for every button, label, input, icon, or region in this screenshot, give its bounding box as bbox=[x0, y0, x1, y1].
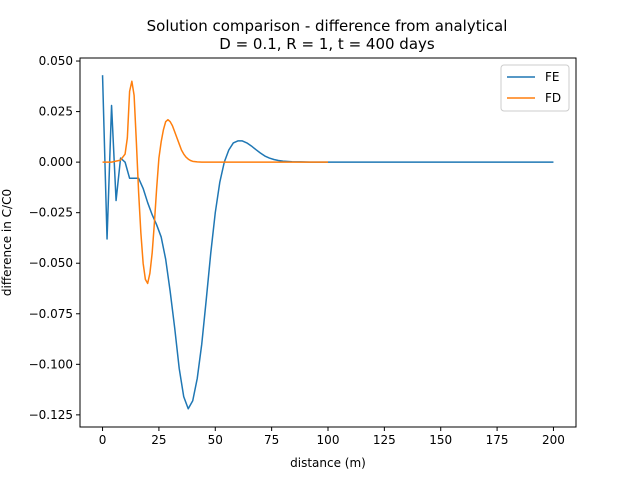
series-line-fe bbox=[101, 75, 554, 410]
title-line-1: Solution comparison - difference from an… bbox=[147, 17, 508, 35]
legend: FE FD bbox=[500, 64, 570, 112]
x-tick-label: 200 bbox=[542, 433, 565, 447]
x-tick-label: 75 bbox=[264, 433, 279, 447]
x-tick-label: 0 bbox=[99, 433, 107, 447]
legend-label: FE bbox=[545, 70, 559, 84]
chart-title: Solution comparison - difference from an… bbox=[147, 17, 508, 53]
y-tick-label: 0.025 bbox=[39, 105, 73, 119]
y-axis-label: difference in C/C0 bbox=[0, 189, 14, 296]
y-tick-label: −0.050 bbox=[29, 256, 73, 270]
axis-ticks: 0 25 50 75 100 125 150 175 200 0.050 0.025 0.000 −0.… bbox=[29, 54, 565, 447]
series-lines bbox=[101, 75, 554, 410]
title-line-2: D = 0.1, R = 1, t = 400 days bbox=[219, 35, 435, 53]
x-tick-label: 150 bbox=[429, 433, 452, 447]
series-line-fd bbox=[102, 80, 328, 285]
x-tick-label: 175 bbox=[486, 433, 509, 447]
x-tick-label: 125 bbox=[373, 433, 396, 447]
y-tick-label: −0.100 bbox=[29, 357, 73, 371]
x-tick-label: 100 bbox=[317, 433, 340, 447]
y-tick-label: 0.050 bbox=[39, 54, 73, 68]
y-tick-label: −0.025 bbox=[29, 206, 73, 220]
x-tick-label: 25 bbox=[151, 433, 166, 447]
y-tick-label: −0.125 bbox=[29, 408, 73, 422]
legend-label: FD bbox=[545, 91, 561, 105]
y-tick-label: 0.000 bbox=[39, 155, 73, 169]
y-tick-label: −0.075 bbox=[29, 307, 73, 321]
x-tick-label: 50 bbox=[208, 433, 223, 447]
x-axis-label: distance (m) bbox=[290, 456, 366, 470]
axes-frame bbox=[79, 57, 577, 428]
